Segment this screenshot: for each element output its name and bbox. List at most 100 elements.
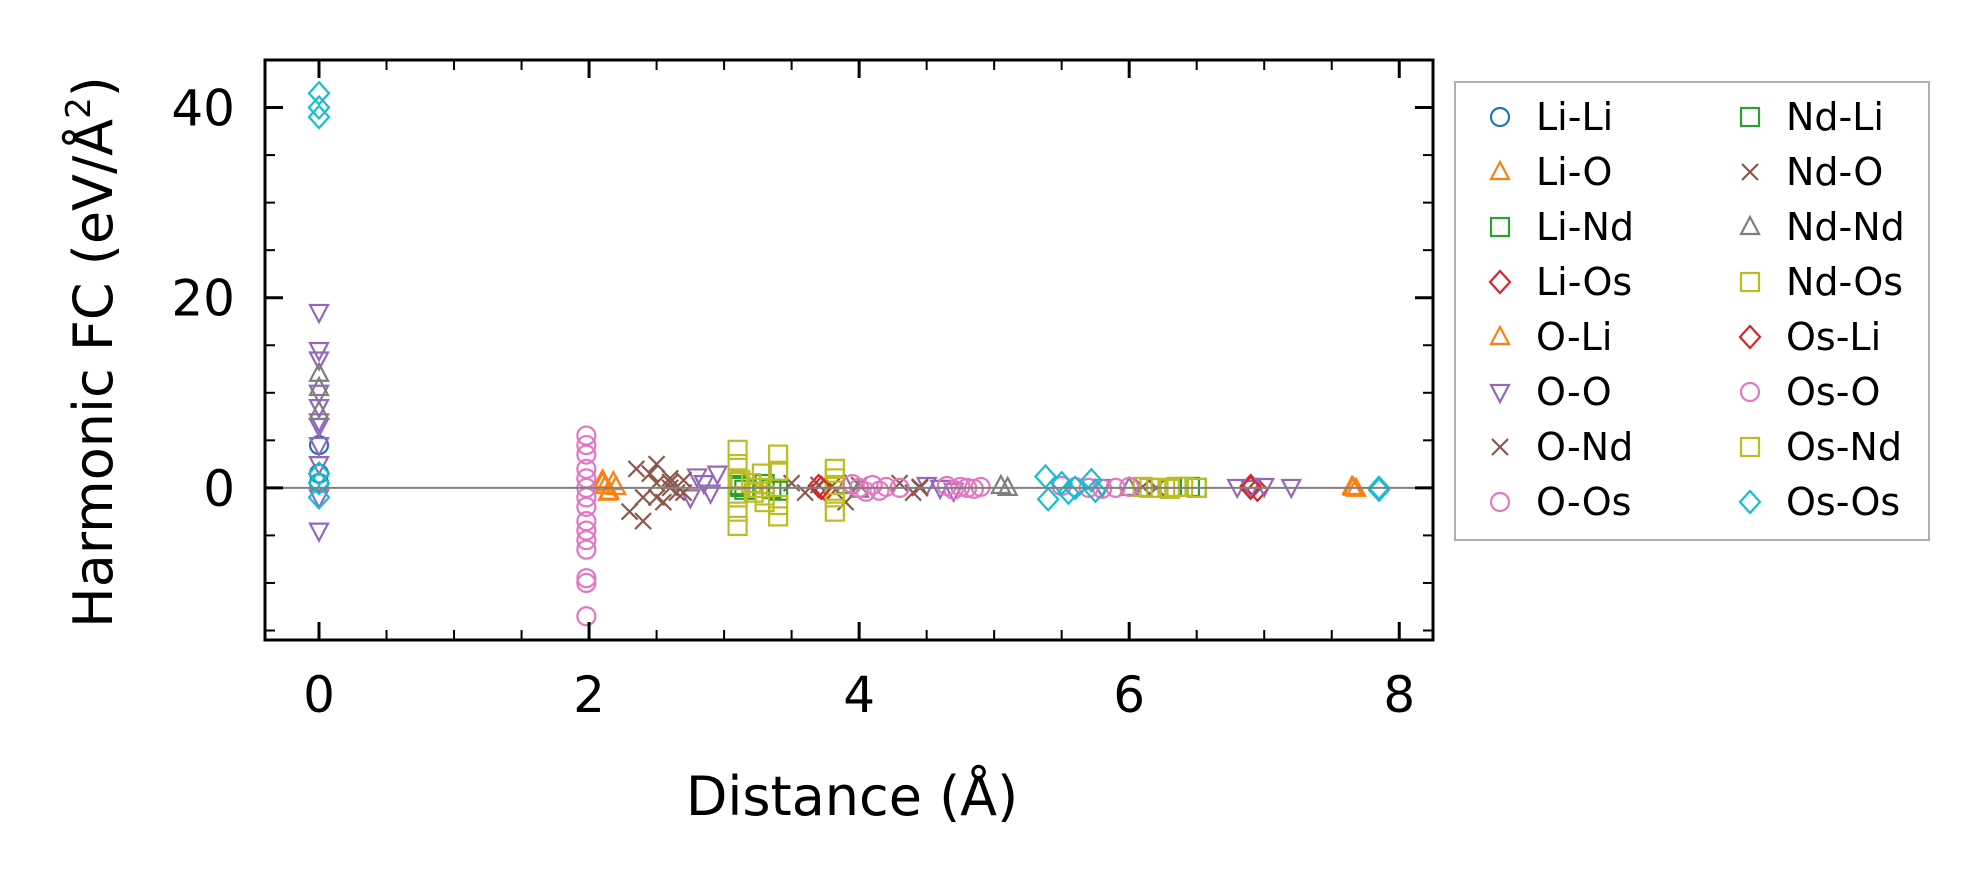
legend-label-nd-nd: Nd-Nd [1786,205,1905,249]
legend-item-o-li: O-Li [1489,315,1612,359]
point-o-nd [641,464,659,483]
point-os-os [1056,479,1080,506]
point-os-li [809,475,833,501]
legend-marker-os-o [1739,381,1761,403]
x-tick-label: 0 [303,666,335,724]
point-nd-nd [996,475,1019,496]
legend-item-o-nd: O-Nd [1491,425,1633,469]
legend-marker-li-li [1489,106,1511,128]
legend-item-nd-nd: Nd-Nd [1739,205,1905,249]
point-os-nd [754,485,775,506]
point-o-os [576,568,597,589]
point-nd-os [768,460,789,481]
point-o-os [576,539,597,560]
series-nd-nd [308,361,1141,498]
y-axis-title-superscript: 2 [59,97,99,119]
legend-marker-o-os [1489,491,1511,513]
legend-item-li-li: Li-Li [1489,95,1613,139]
legend-item-li-os: Li-Os [1488,260,1632,304]
point-o-o [308,436,330,458]
y-axis-title-close: ) [62,76,125,97]
plot-frame [263,58,1435,642]
point-os-os [1050,470,1074,496]
legend-marker-os-li [1738,324,1762,350]
series-os-os [307,80,1391,512]
legend-item-os-os: Os-Os [1738,480,1900,524]
point-o-o [308,489,330,510]
legend-marker-nd-nd [1739,214,1761,236]
point-nd-os [727,453,748,475]
point-nd-os [751,463,773,484]
legend-label-nd-os: Nd-Os [1786,260,1903,304]
series-o-os [576,425,597,627]
legend-label-os-li: Os-Li [1786,315,1881,359]
legend-item-o-os: O-Os [1489,480,1631,524]
point-o-o [308,522,330,544]
legend-label-o-li: O-Li [1536,315,1612,359]
legend-label-li-li: Li-Li [1536,95,1613,139]
point-o-os [576,434,597,456]
legend-marker-os-os [1738,489,1762,515]
legend-label-o-nd: O-Nd [1536,425,1633,469]
point-os-o [855,481,876,502]
legend-label-os-o: Os-O [1786,370,1880,414]
point-os-os [1079,467,1103,493]
legend-marker-nd-li [1739,106,1761,128]
point-os-li [1239,475,1263,501]
legend-label-os-os: Os-Os [1786,480,1900,524]
point-o-li [591,470,614,492]
point-o-os [576,572,597,594]
legend-marker-nd-os [1739,271,1761,293]
point-os-os [307,80,331,106]
point-o-os [576,606,597,627]
point-o-li [605,474,627,496]
x-tick-label: 8 [1383,666,1415,724]
legend-label-o-os: O-Os [1536,480,1631,524]
point-os-os [307,460,331,487]
y-tick-label: 20 [171,270,235,328]
x-tick-label: 4 [843,666,875,724]
point-os-os [307,484,331,511]
point-o-li [597,480,619,501]
point-nd-os [824,501,845,522]
point-os-os [1367,475,1391,501]
legend-item-nd-o: Nd-O [1741,150,1883,194]
point-o-os [576,496,597,517]
legend-marker-li-nd [1489,216,1511,238]
point-os-os [1367,477,1391,503]
legend-marker-os-nd [1739,436,1761,458]
point-o-o [1239,479,1262,501]
point-os-os [307,470,331,496]
legend-label-li-o: Li-O [1536,150,1612,194]
legend-item-o-o: O-O [1489,370,1612,414]
point-o-os [576,530,597,551]
legend-marker-o-li [1489,324,1511,346]
legend-box [1454,81,1930,541]
point-o-o [308,455,330,477]
legend-item-os-o: Os-O [1739,370,1880,414]
legend-label-o-o: O-O [1536,370,1612,414]
point-os-os [307,104,331,130]
legend-item-os-nd: Os-Nd [1739,425,1902,469]
legend-item-li-o: Li-O [1489,150,1612,194]
point-os-os [1036,486,1060,512]
y-axis-title-main: Harmonic FC (eV/Å [61,119,125,628]
point-o-o [706,465,729,486]
legend-marker-li-o [1489,159,1511,181]
legend-label-nd-li: Nd-Li [1786,95,1884,139]
point-o-nd [627,460,646,478]
legend-marker-nd-o [1741,163,1759,181]
point-os-nd [730,470,751,491]
point-os-os [307,94,331,121]
legend-label-li-os: Li-Os [1536,260,1632,304]
series-os-li [809,475,1263,501]
legend-item-nd-os: Nd-Os [1739,260,1903,304]
point-o-o [699,484,722,505]
x-axis-title: Distance (Å) [686,764,1018,828]
y-axis-title: Harmonic FC (eV/Å2) [59,76,125,628]
point-nd-os [727,515,748,537]
x-tick-label: 6 [1113,666,1145,724]
legend-label-nd-o: Nd-O [1786,150,1883,194]
point-nd-nd [308,361,330,382]
